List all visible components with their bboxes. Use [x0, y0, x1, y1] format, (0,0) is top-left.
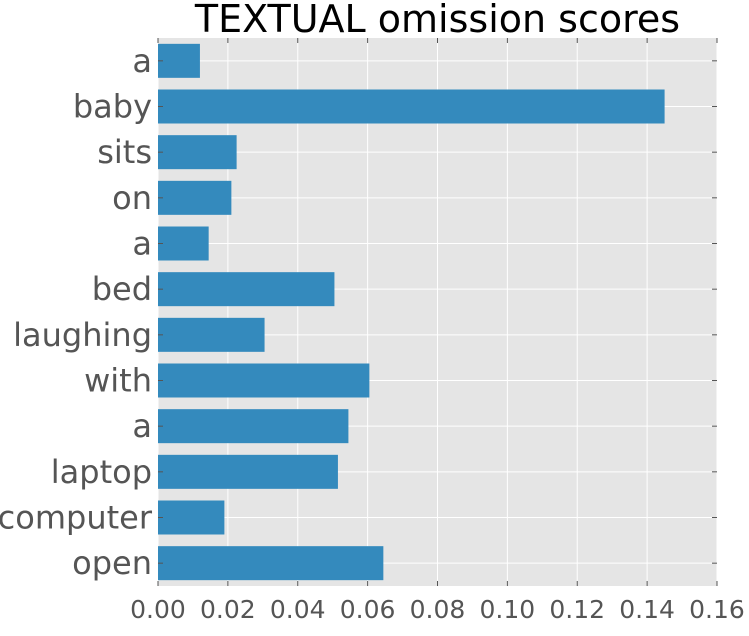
- x-tick-label: 0.06: [340, 595, 396, 624]
- x-axis-tick-labels: 0.00 0.02 0.04 0.06 0.08 0.10 0.12 0.14 0.16: [130, 595, 745, 624]
- bar: [158, 317, 265, 352]
- bar: [158, 180, 232, 215]
- y-tick-label: a: [132, 225, 152, 263]
- x-tick-label: 0.02: [200, 595, 256, 624]
- x-tick-label: 0.14: [619, 595, 675, 624]
- chart-title: TEXTUAL omission scores: [194, 0, 680, 41]
- y-tick-label: baby: [73, 88, 152, 126]
- y-tick-label: sits: [97, 133, 152, 171]
- x-tick-label: 0.12: [549, 595, 605, 624]
- x-tick-label: 0.16: [689, 595, 745, 624]
- y-tick-label: laptop: [51, 453, 152, 491]
- bar: [158, 546, 384, 581]
- y-tick-label: bed: [92, 270, 152, 308]
- y-tick-label: computer: [0, 499, 153, 537]
- y-tick-label: laughing: [13, 316, 152, 354]
- bar: [158, 363, 370, 398]
- bar: [158, 135, 237, 170]
- bar: [158, 500, 225, 535]
- y-tick-label: on: [112, 179, 152, 217]
- bar: [158, 409, 349, 444]
- y-axis-tick-labels: a baby sits on a bed laughing with a laptop comput…: [0, 42, 153, 582]
- bar: [158, 454, 338, 489]
- bars: [158, 43, 665, 581]
- x-tick-label: 0.08: [410, 595, 466, 624]
- x-tick-label: 0.10: [480, 595, 536, 624]
- y-tick-label: with: [84, 362, 152, 400]
- y-tick-label: a: [132, 407, 152, 445]
- bar: [158, 89, 665, 124]
- bar: [158, 272, 335, 307]
- bar: [158, 43, 200, 78]
- bar: [158, 226, 209, 261]
- y-tick-label: open: [72, 544, 152, 582]
- axis-ticks: [157, 38, 718, 586]
- x-tick-label: 0.00: [130, 595, 186, 624]
- x-tick-label: 0.04: [270, 595, 326, 624]
- y-tick-label: a: [132, 42, 152, 80]
